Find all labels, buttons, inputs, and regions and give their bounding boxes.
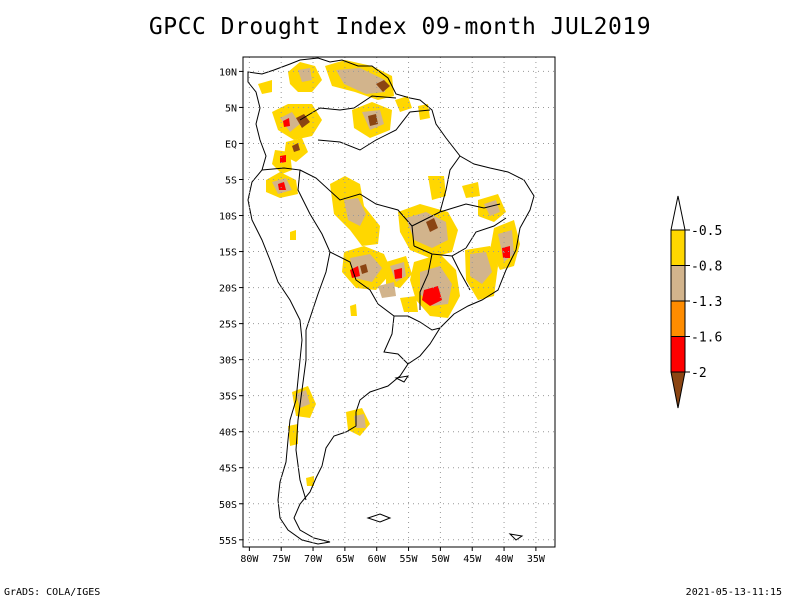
colorbar-level-label: -1.3 [691,295,722,310]
drought-region-brown [368,114,378,126]
country-border [299,169,415,247]
island [366,513,392,523]
drought-region-tan [344,198,366,226]
drought-region-brown [426,218,438,232]
colorbar-segment [670,300,686,337]
lat-tick-label: 10S [219,212,237,223]
lon-tick-label: 60W [368,554,387,565]
country-border [317,109,431,151]
lat-tick-label: 50S [219,500,237,511]
lat-tick-label: 40S [219,428,237,439]
lon-tick-label: 75W [272,554,291,565]
lat-tick-label: 35S [219,392,237,403]
drought-region-yellow [428,176,446,200]
drought-region-red [278,182,286,190]
drought-region-tan [336,68,385,94]
lon-tick-label: 55W [400,554,419,565]
colorbar-segment [670,229,686,266]
map-frame [242,56,556,548]
drought-region-red [283,118,290,127]
island [508,533,524,541]
country-border [261,167,379,305]
lat-tick-label: 5S [225,176,237,187]
lat-tick-label: 15S [219,248,237,259]
colorbar-segment [670,336,686,373]
colorbar-upper-arrow [670,195,686,231]
drought-region-tan [296,390,310,408]
state-border [465,217,507,249]
drought-region-red [394,268,402,279]
coastlines [247,57,535,545]
drought-region-brown [376,80,390,92]
grid-lines [243,57,555,547]
country-border [299,95,397,121]
lat-tick-label: 10N [219,67,237,78]
south-america-coastline [247,57,535,545]
colorbar-segment [670,265,686,302]
lat-tick-label: 5N [225,103,237,114]
drought-region-yellow [418,104,430,120]
longitude-labels: 80W 75W 70W 65W 60W 55W 50W 45W 40W 35W [240,547,546,565]
drought-region-tan [280,112,300,132]
colorbar-lower-arrow [670,371,686,409]
drought-region-tan [378,282,396,298]
lon-tick-label: 50W [431,554,450,565]
map-title: GPCC Drought Index 09-month JUL2019 [148,14,652,40]
lon-tick-label: 40W [495,554,514,565]
lat-tick-label: 20S [219,284,237,295]
drought-region-red [422,286,442,306]
drought-region-yellow [350,304,357,316]
drought-region-yellow [306,476,314,486]
drought-region-yellow [462,182,480,198]
country-border [295,330,307,501]
drought-region-tan [470,252,492,284]
drought-region-brown [292,143,300,152]
lat-tick-label: 25S [219,320,237,331]
footer-credit: GrADS: COLA/IGES [4,587,101,598]
drought-region-yellow [290,230,296,240]
lon-tick-label: 35W [527,554,546,565]
drought-region-yellow [400,296,418,312]
state-border [451,255,471,291]
drought-region-brown [360,264,368,274]
footer-timestamp: 2021-05-13-11:15 [685,587,782,598]
state-border [419,253,433,310]
drought-region-yellow [395,96,412,112]
lon-tick-label: 70W [304,554,323,565]
lon-tick-label: 65W [336,554,355,565]
colorbar: -0.5 -0.8 -1.3 -1.6 -2 [670,195,722,409]
colorbar-level-label: -2 [691,366,707,381]
island [394,375,410,383]
lat-tick-label: EQ [225,139,237,150]
country-border [383,315,409,365]
latitude-labels: 10N 5N EQ 5S 10S 15S 20S 25S 30S 35S 40S 45S 50S 55S [219,67,243,547]
colorbar-level-label: -0.5 [691,224,722,239]
drought-region-red [502,246,510,258]
lat-tick-label: 45S [219,464,237,475]
drought-region-yellow [288,424,298,446]
colorbar-level-label: -0.8 [691,260,722,275]
country-border [305,251,331,331]
lat-tick-label: 30S [219,356,237,367]
lon-tick-label: 80W [240,554,259,565]
lon-tick-label: 45W [463,554,482,565]
lat-tick-label: 55S [219,536,237,547]
state-border [411,203,501,227]
drought-region-tan [406,212,448,248]
drought-region-yellow [258,80,272,94]
drought-region-tan [354,414,366,428]
drought-region-tan [484,200,500,216]
drought-region-brown [296,114,310,128]
drought-region-red [280,155,286,163]
colorbar-level-label: -1.6 [691,331,722,346]
country-border [377,303,441,331]
drought-shading [258,60,520,486]
